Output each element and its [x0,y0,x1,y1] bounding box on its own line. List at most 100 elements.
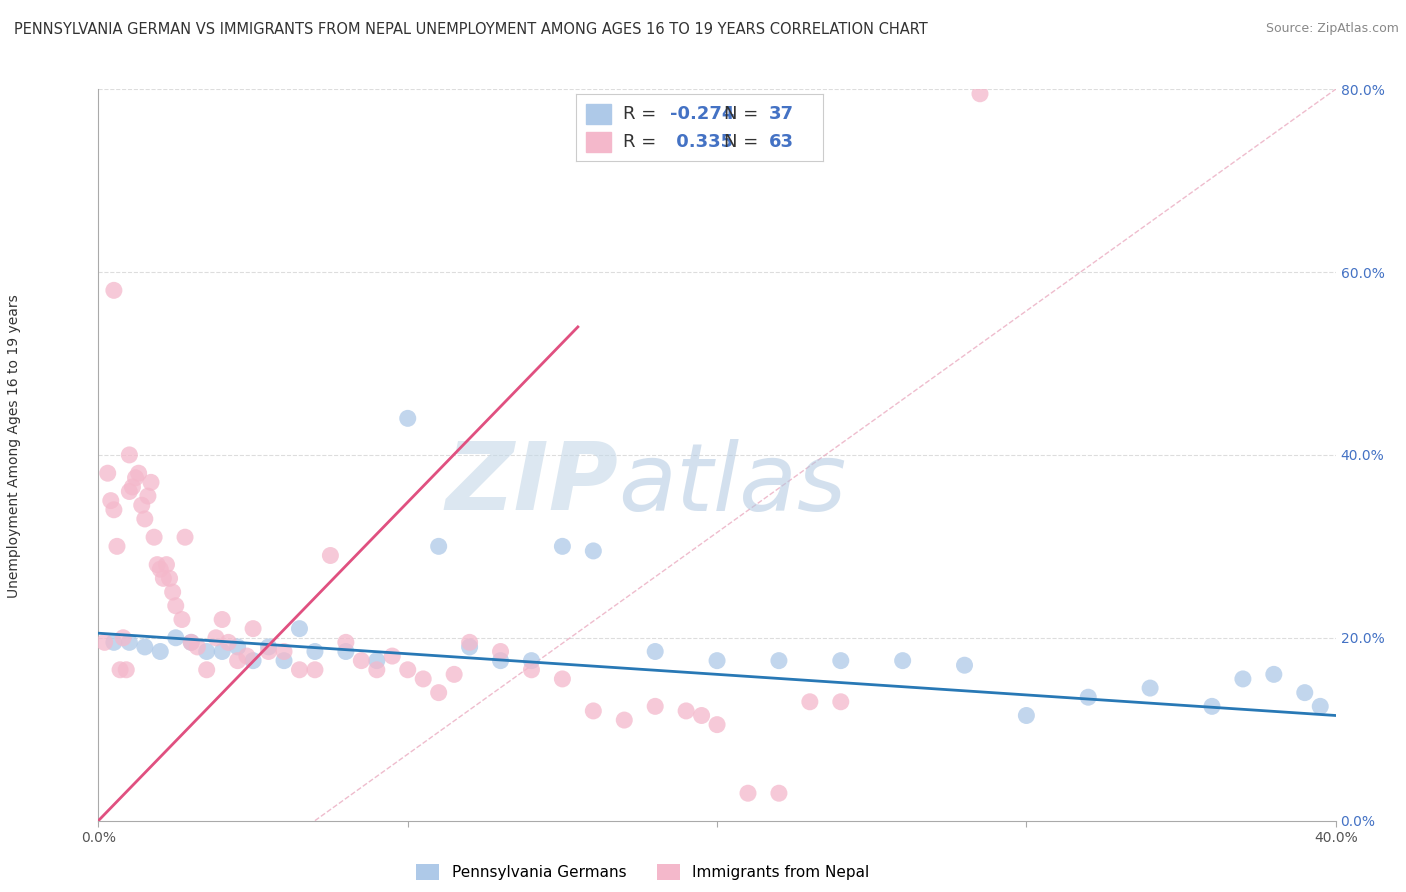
Point [304,663,326,677]
Point [396,411,419,425]
Point [217,635,239,649]
Point [174,530,197,544]
Point [195,663,218,677]
Point [969,87,991,101]
Point [1294,685,1316,699]
Point [242,654,264,668]
Point [152,571,174,585]
Text: 37: 37 [768,104,793,123]
Point [520,663,543,677]
Point [953,658,976,673]
Point [427,539,450,553]
Point [799,695,821,709]
Point [582,704,605,718]
Point [112,631,135,645]
Point [551,539,574,553]
Point [644,699,666,714]
Point [427,685,450,699]
FancyBboxPatch shape [586,103,610,124]
Point [350,654,373,668]
Text: 0.335: 0.335 [669,133,733,151]
Point [136,489,159,503]
Text: Unemployment Among Ages 16 to 19 years: Unemployment Among Ages 16 to 19 years [7,294,21,598]
Point [458,635,481,649]
Point [830,654,852,668]
Point [1139,681,1161,695]
Point [155,558,177,572]
Point [180,635,202,649]
Point [165,631,187,645]
Point [100,493,122,508]
Text: Source: ZipAtlas.com: Source: ZipAtlas.com [1265,22,1399,36]
Point [186,640,208,654]
Point [195,644,218,658]
Point [180,635,202,649]
Point [582,544,605,558]
Point [115,663,138,677]
Point [319,549,342,563]
Point [205,631,228,645]
Point [458,640,481,654]
Point [165,599,187,613]
Point [149,562,172,576]
Legend: Pennsylvania Germans, Immigrants from Nepal: Pennsylvania Germans, Immigrants from Ne… [411,858,876,886]
Point [118,484,141,499]
FancyBboxPatch shape [586,132,610,152]
Point [304,644,326,658]
Text: 63: 63 [768,133,793,151]
Point [412,672,434,686]
Text: N =: N = [724,104,763,123]
Point [768,654,790,668]
Point [257,644,280,658]
Point [335,644,357,658]
Point [551,672,574,686]
Text: N =: N = [724,133,763,151]
Text: PENNSYLVANIA GERMAN VS IMMIGRANTS FROM NEPAL UNEMPLOYMENT AMONG AGES 16 TO 19 YE: PENNSYLVANIA GERMAN VS IMMIGRANTS FROM N… [14,22,928,37]
Point [288,663,311,677]
Point [335,635,357,649]
Point [118,635,141,649]
Point [489,654,512,668]
Point [706,717,728,731]
Point [489,644,512,658]
Point [273,654,295,668]
Point [134,512,156,526]
Point [149,644,172,658]
Text: ZIP: ZIP [446,438,619,530]
Point [118,448,141,462]
Point [211,613,233,627]
Text: R =: R = [623,104,662,123]
Point [139,475,162,490]
Point [644,644,666,658]
Point [737,786,759,800]
Text: R =: R = [623,133,662,151]
Point [613,713,636,727]
Point [381,649,404,664]
Point [443,667,465,681]
Point [396,663,419,677]
Point [1077,690,1099,705]
Point [768,786,790,800]
Point [108,663,131,677]
Text: atlas: atlas [619,439,846,530]
Point [93,635,115,649]
Point [242,622,264,636]
Point [103,502,125,516]
Point [124,471,146,485]
Text: -0.274: -0.274 [669,104,734,123]
Point [1309,699,1331,714]
Point [830,695,852,709]
Point [170,613,193,627]
Point [288,622,311,636]
Point [1263,667,1285,681]
Point [211,644,233,658]
Point [103,284,125,298]
Point [690,708,713,723]
Point [366,663,388,677]
Point [273,644,295,658]
Point [159,571,181,585]
Point [162,585,184,599]
Point [1015,708,1038,723]
Point [128,466,150,480]
Point [226,640,249,654]
